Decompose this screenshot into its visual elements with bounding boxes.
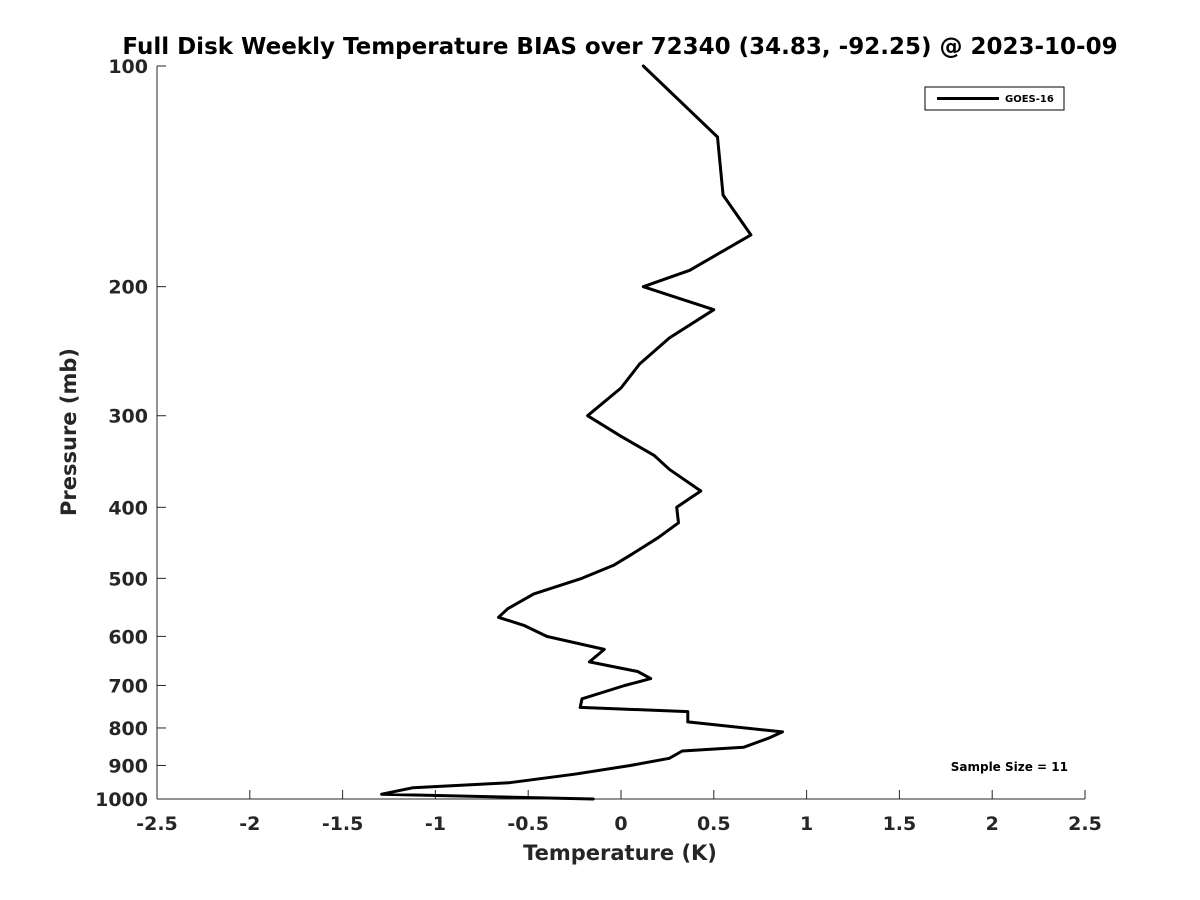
- y-tick-label: 1000: [95, 789, 148, 811]
- x-tick-label: 0: [614, 813, 627, 835]
- y-tick-label: 400: [108, 497, 148, 519]
- y-tick-label: 200: [108, 277, 148, 299]
- x-tick-label: -2: [239, 813, 260, 835]
- series-line-goes-16: [380, 64, 784, 801]
- y-axis-ticks: 100 200 300 400 500 600 700 800 900 1000: [95, 56, 166, 811]
- legend: GOES-16: [924, 86, 1065, 111]
- chart-title: Full Disk Weekly Temperature BIAS over 7…: [122, 34, 1117, 60]
- y-axis-label: Pressure (mb): [57, 348, 81, 516]
- y-tick-label: 800: [108, 718, 148, 740]
- series-layer: [380, 64, 784, 801]
- legend-label-goes-16: GOES-16: [1005, 94, 1054, 105]
- x-tick-label: 0.5: [697, 813, 731, 835]
- y-tick-label: 300: [108, 406, 148, 428]
- y-tick-label: 900: [108, 755, 148, 777]
- y-tick-label: 500: [108, 568, 148, 590]
- x-axis-label: Temperature (K): [523, 841, 717, 865]
- x-tick-label: -0.5: [507, 813, 549, 835]
- x-tick-label: 1: [800, 813, 813, 835]
- x-tick-label: 1.5: [883, 813, 917, 835]
- x-tick-label: -1.5: [322, 813, 364, 835]
- sample-size-annotation: Sample Size = 11: [951, 760, 1068, 774]
- y-tick-label: 600: [108, 626, 148, 648]
- x-tick-label: 2: [986, 813, 999, 835]
- y-tick-label: 100: [108, 56, 148, 78]
- x-axis-ticks: -2.5 -2 -1.5 -1 -0.5 0 0.5 1 1.5 2 2.5: [136, 790, 1102, 835]
- x-tick-label: -2.5: [136, 813, 178, 835]
- x-tick-label: -1: [425, 813, 446, 835]
- y-tick-label: 700: [108, 675, 148, 697]
- x-tick-label: 2.5: [1068, 813, 1102, 835]
